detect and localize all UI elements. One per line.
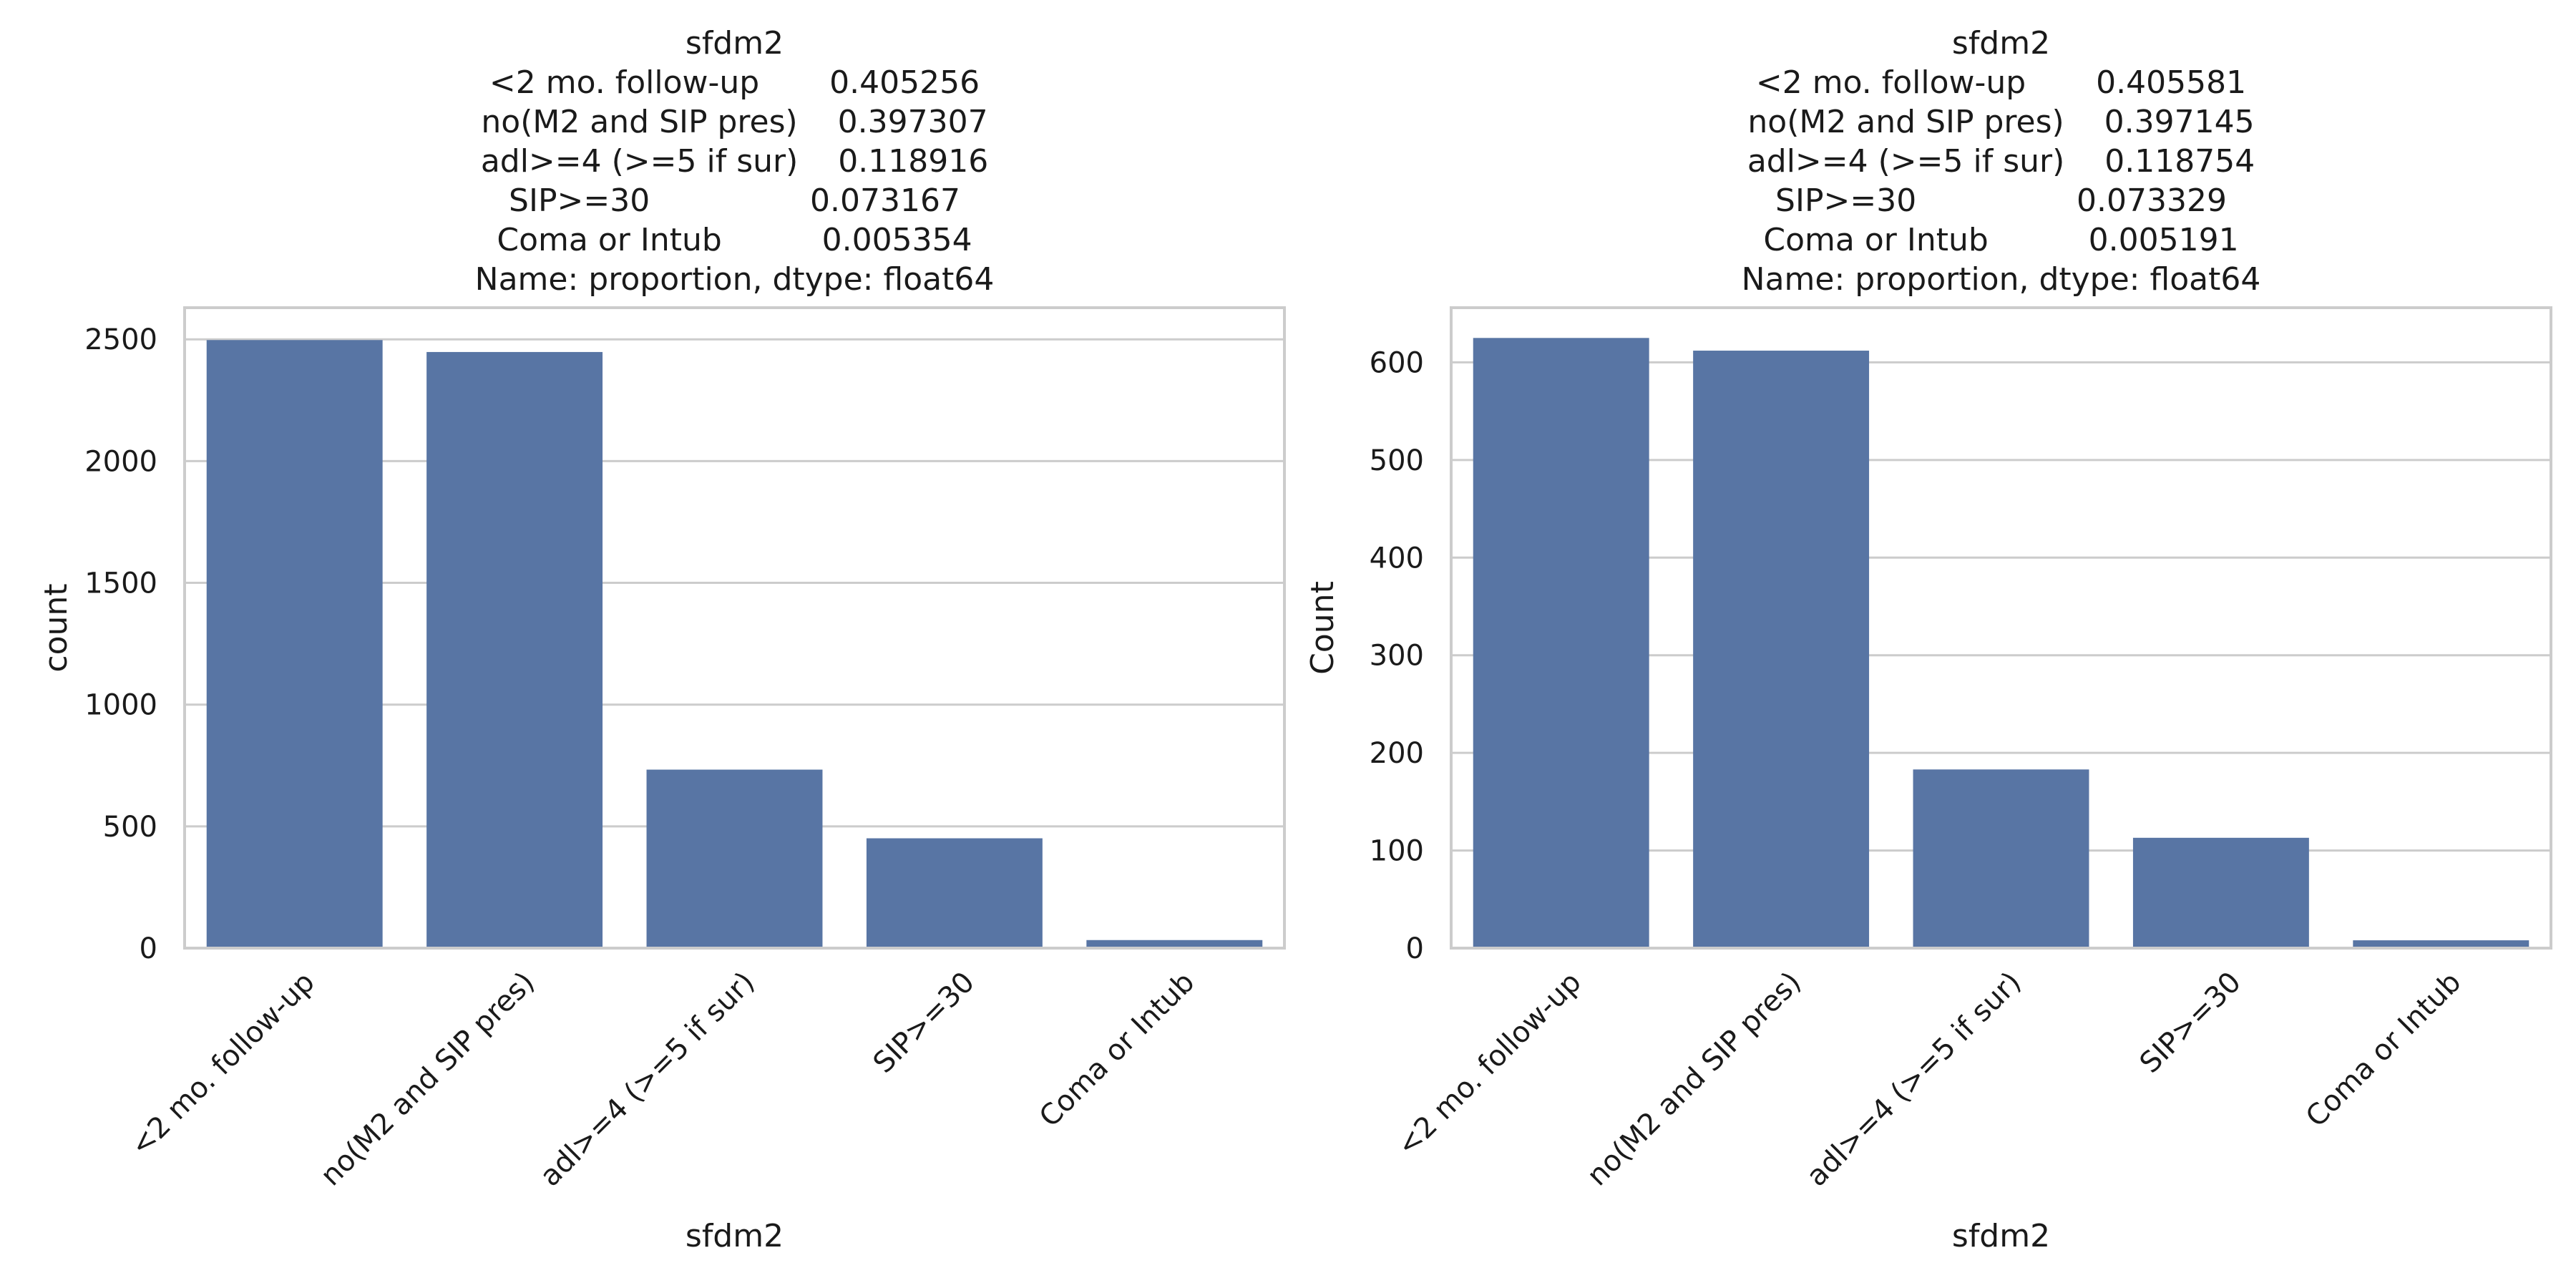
bar: [206, 340, 383, 948]
x-tick-label: <2 mo. follow-up: [1391, 966, 1588, 1163]
y-tick-label: 400: [1370, 542, 1424, 575]
y-tick-label: 0: [1406, 932, 1424, 965]
chart-title-line: no(M2 and SIP pres) 0.397145: [1747, 104, 2254, 140]
chart-title-line: Name: proportion, dtype: float64: [475, 261, 995, 298]
bar: [1913, 769, 2089, 948]
chart-title-line: SIP>=30 0.073167: [509, 182, 960, 219]
bar: [1693, 351, 1870, 948]
x-tick-label: SIP>=30: [2134, 966, 2248, 1080]
x-tick-label: <2 mo. follow-up: [125, 966, 321, 1163]
x-axis-label: sfdm2: [686, 1218, 784, 1254]
y-axis-label: count: [38, 583, 74, 672]
x-tick-label: Coma or Intub: [1033, 966, 1201, 1134]
plot-frame: [1450, 306, 2552, 950]
y-tick-label: 300: [1370, 640, 1424, 673]
y-tick-label: 500: [1370, 444, 1424, 477]
bar: [1473, 338, 1649, 949]
chart-title-line: adl>=4 (>=5 if sur) 0.118916: [481, 143, 988, 180]
x-tick-label: Coma or Intub: [2300, 966, 2468, 1134]
y-tick-label: 500: [103, 811, 157, 844]
chart-title-line: sfdm2: [686, 25, 784, 62]
x-tick-label: adl>=4 (>=5 if sur): [1800, 966, 2028, 1194]
y-tick-label: 1000: [84, 689, 157, 722]
chart-title-line: <2 mo. follow-up 0.405256: [489, 64, 980, 101]
chart-title-line: SIP>=30 0.073329: [1775, 182, 2227, 219]
x-axis-label: sfdm2: [1952, 1218, 2050, 1254]
bar: [426, 351, 603, 948]
chart-title-line: Name: proportion, dtype: float64: [1742, 261, 2261, 298]
y-tick-label: 100: [1370, 835, 1424, 868]
chart-title-line: Coma or Intub 0.005191: [1763, 222, 2238, 258]
bar: [2132, 837, 2309, 948]
y-tick-label: 600: [1370, 346, 1424, 379]
x-tick-label: no(M2 and SIP pres): [1581, 966, 1807, 1193]
chart-title-line: sfdm2: [1952, 25, 2050, 62]
chart-title-line: <2 mo. follow-up 0.405581: [1756, 64, 2246, 101]
chart-title-line: adl>=4 (>=5 if sur) 0.118754: [1747, 143, 2255, 180]
y-tick-label: 200: [1370, 737, 1424, 770]
chart-title-line: no(M2 and SIP pres) 0.397307: [481, 104, 987, 140]
y-tick-label: 0: [140, 932, 157, 965]
y-tick-label: 2500: [84, 323, 157, 356]
y-tick-label: 1500: [84, 567, 157, 600]
bar: [1086, 940, 1263, 948]
y-axis-label: Count: [1304, 581, 1341, 675]
bar: [2353, 940, 2529, 948]
x-tick-label: adl>=4 (>=5 if sur): [534, 966, 761, 1194]
x-tick-label: SIP>=30: [867, 966, 981, 1080]
y-tick-label: 2000: [84, 445, 157, 478]
plot-frame: [183, 306, 1286, 950]
bar: [646, 769, 823, 948]
x-tick-label: no(M2 and SIP pres): [314, 966, 541, 1193]
bar: [866, 838, 1043, 948]
chart-title-line: Coma or Intub 0.005354: [497, 222, 972, 258]
